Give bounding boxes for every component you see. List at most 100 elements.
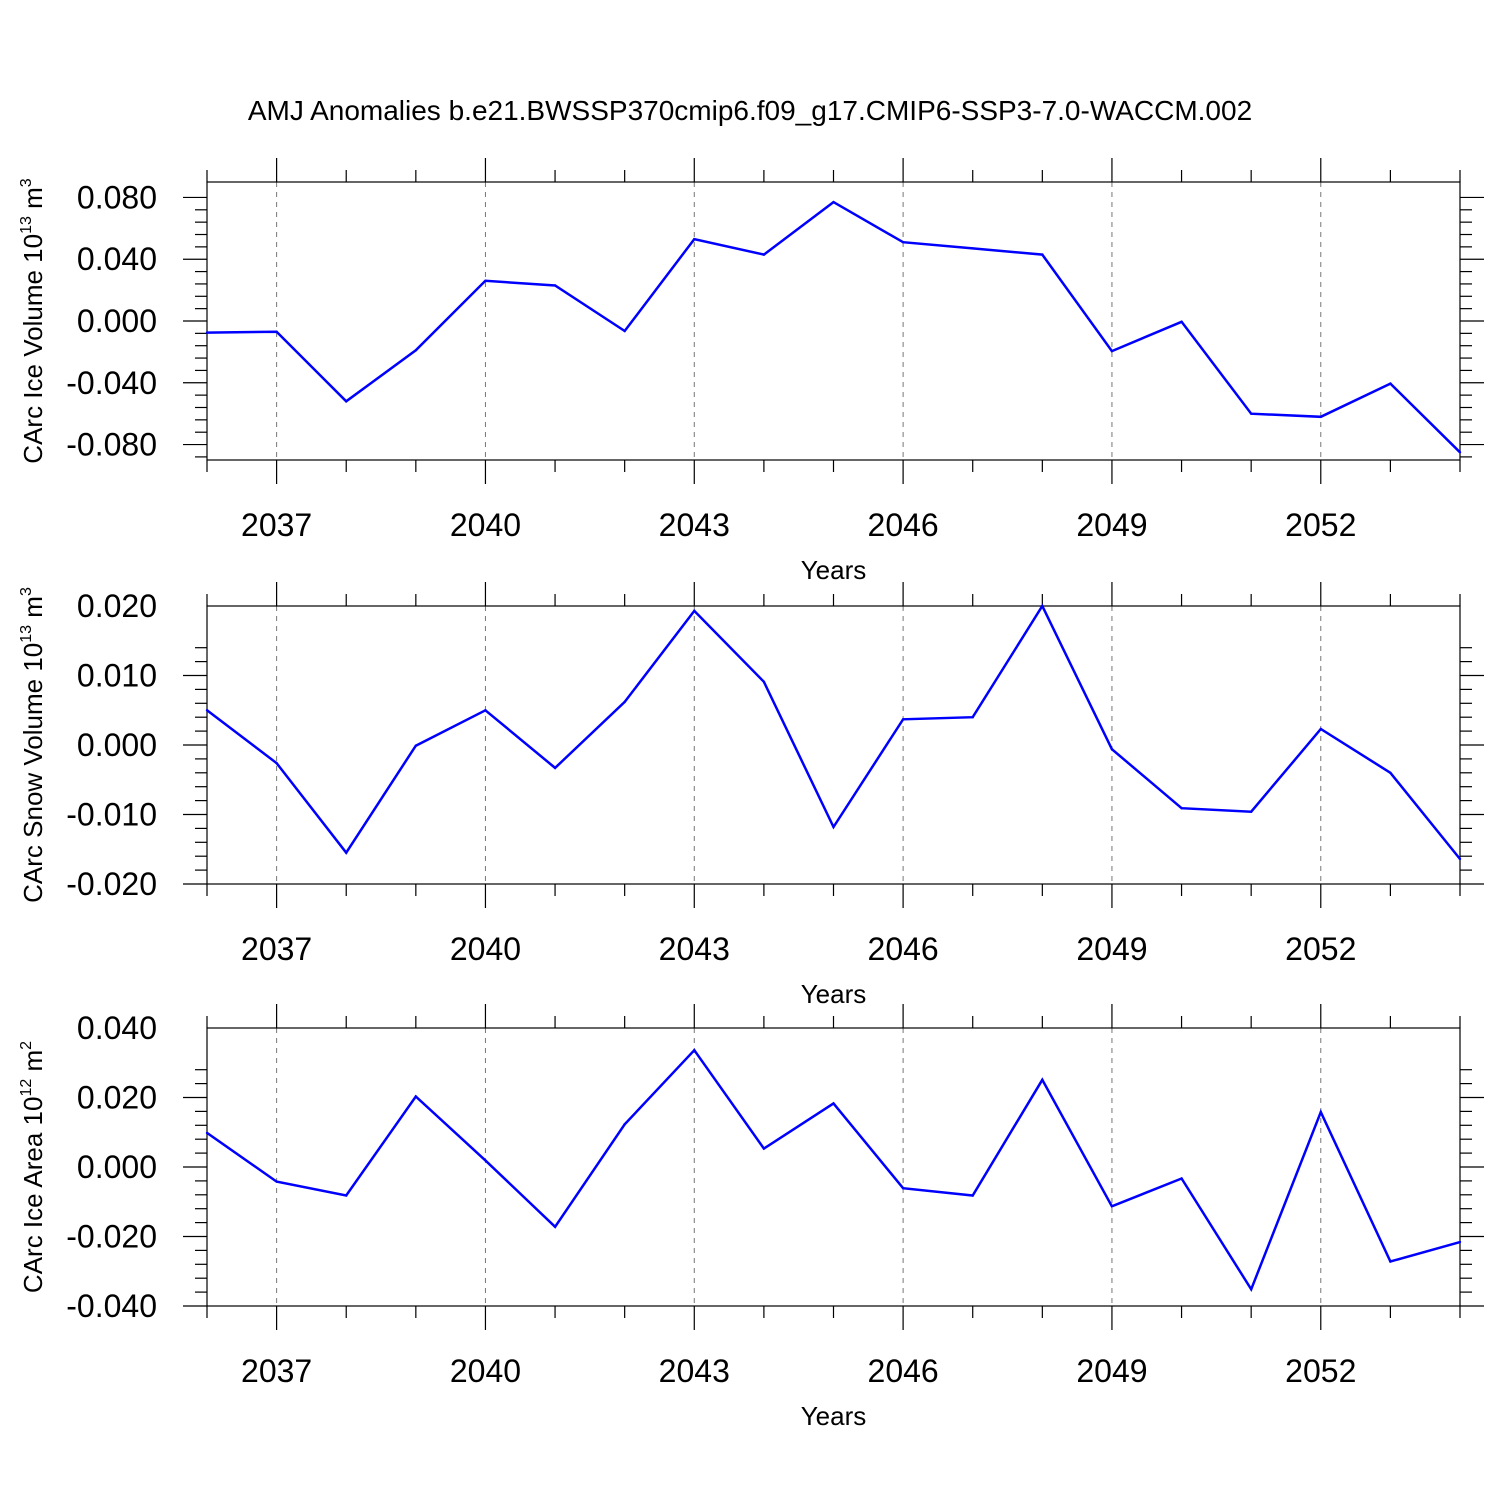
data-point bbox=[275, 761, 278, 765]
y-tick-label: 0.080 bbox=[77, 179, 157, 215]
y-tick-label: -0.080 bbox=[66, 427, 157, 463]
data-point bbox=[971, 1194, 974, 1197]
y-tick-label: 0.000 bbox=[77, 303, 157, 339]
data-point bbox=[623, 1123, 626, 1126]
y-tick-label: 0.000 bbox=[77, 727, 157, 763]
data-point bbox=[1319, 1110, 1322, 1114]
series-line bbox=[206, 603, 1461, 860]
figure-title: AMJ Anomalies b.e21.BWSSP370cmip6.f09_g1… bbox=[248, 95, 1252, 126]
data-point bbox=[623, 700, 626, 704]
data-point bbox=[1041, 253, 1044, 256]
x-tick-label: 2046 bbox=[868, 931, 939, 967]
y-tick-label: 0.040 bbox=[77, 1010, 157, 1046]
x-axis-label: Years bbox=[801, 1401, 867, 1431]
data-point bbox=[553, 1225, 557, 1228]
x-axis-label: Years bbox=[801, 979, 867, 1009]
data-point bbox=[275, 330, 278, 334]
data-point bbox=[205, 331, 209, 334]
data-point bbox=[414, 1095, 418, 1098]
data-point bbox=[553, 284, 557, 287]
x-tick-label: 2052 bbox=[1285, 507, 1356, 543]
chart-panel-3: -0.040 -0.020 0.000 0.020 0.040 2037 2040 2043 2… bbox=[18, 1004, 1484, 1431]
x-tick-label: 2037 bbox=[241, 931, 312, 967]
data-point bbox=[1249, 810, 1253, 813]
y-tick-label: 0.040 bbox=[77, 241, 157, 277]
chart-panel-2: -0.020 -0.010 0.000 0.010 0.020 2037 2040 2043 2… bbox=[18, 582, 1484, 1009]
data-point bbox=[414, 744, 418, 747]
plot-frame bbox=[206, 605, 1461, 885]
data-point bbox=[1180, 807, 1183, 810]
x-tick-label: 2037 bbox=[241, 1353, 312, 1389]
y-tick-label: 0.020 bbox=[77, 1080, 157, 1116]
series-line bbox=[206, 200, 1461, 454]
x-tick-label: 2043 bbox=[659, 1353, 730, 1389]
data-point bbox=[1110, 349, 1114, 353]
y-tick-label: -0.040 bbox=[66, 365, 157, 401]
data-point bbox=[1041, 604, 1044, 608]
data-point bbox=[1458, 857, 1462, 861]
data-point bbox=[901, 241, 905, 244]
data-point bbox=[1389, 1260, 1392, 1263]
y-tick-label: 0.020 bbox=[77, 588, 157, 624]
data-point bbox=[762, 1147, 766, 1150]
x-tick-label: 2040 bbox=[450, 507, 521, 543]
x-axis-label: Years bbox=[801, 555, 867, 585]
y-tick-label: 0.000 bbox=[77, 1149, 157, 1185]
chart-panel-1: -0.080 -0.040 0.000 0.040 0.080 2037 2040 2043 2… bbox=[18, 158, 1484, 585]
y-tick-label: -0.040 bbox=[66, 1288, 157, 1324]
x-tick-label: 2049 bbox=[1076, 1353, 1147, 1389]
data-point bbox=[205, 1131, 209, 1135]
data-point bbox=[693, 609, 696, 613]
plot-frame bbox=[206, 181, 1461, 461]
data-point bbox=[484, 709, 487, 712]
data-point bbox=[484, 279, 487, 283]
data-point bbox=[1319, 727, 1322, 731]
data-point bbox=[971, 716, 974, 719]
data-point bbox=[901, 1186, 905, 1190]
data-point bbox=[553, 766, 557, 770]
y-tick-label: -0.020 bbox=[66, 866, 157, 902]
y-tick-label: -0.020 bbox=[66, 1219, 157, 1255]
data-point bbox=[345, 1194, 348, 1197]
plot-frame bbox=[206, 1027, 1461, 1307]
y-axis-label: CArc Snow Volume 1013 m3 bbox=[18, 587, 48, 903]
x-tick-label: 2043 bbox=[659, 931, 730, 967]
data-point bbox=[1180, 1177, 1183, 1180]
data-point bbox=[345, 851, 348, 854]
data-point bbox=[1249, 1288, 1253, 1291]
data-point bbox=[1389, 771, 1392, 774]
y-tick-label: 0.010 bbox=[77, 658, 157, 694]
data-point bbox=[832, 1102, 835, 1105]
x-tick-label: 2052 bbox=[1285, 1353, 1356, 1389]
series-line bbox=[206, 1048, 1461, 1293]
data-point bbox=[345, 400, 348, 403]
data-point bbox=[901, 718, 905, 721]
data-point bbox=[971, 247, 974, 250]
data-point bbox=[762, 680, 766, 683]
data-point bbox=[832, 825, 835, 829]
x-tick-label: 2046 bbox=[868, 1353, 939, 1389]
x-tick-label: 2037 bbox=[241, 507, 312, 543]
x-tick-label: 2040 bbox=[450, 1353, 521, 1389]
x-tick-label: 2040 bbox=[450, 931, 521, 967]
y-axis-label: CArc Ice Volume 1013 m3 bbox=[18, 178, 48, 463]
data-point bbox=[693, 237, 696, 241]
y-tick-label: -0.010 bbox=[66, 797, 157, 833]
data-point bbox=[1249, 412, 1253, 415]
data-point bbox=[1110, 1205, 1114, 1208]
data-point bbox=[484, 1159, 487, 1162]
data-point bbox=[1180, 320, 1183, 323]
data-point bbox=[1458, 451, 1462, 454]
data-point bbox=[1319, 415, 1322, 418]
data-point bbox=[1458, 1240, 1462, 1244]
data-point bbox=[414, 349, 418, 352]
data-point bbox=[1041, 1078, 1044, 1081]
x-tick-label: 2049 bbox=[1076, 931, 1147, 967]
data-point bbox=[1110, 747, 1114, 751]
y-axis-label: CArc Ice Area 1012 m2 bbox=[18, 1041, 48, 1293]
data-point bbox=[762, 253, 766, 256]
data-point bbox=[1389, 382, 1392, 385]
data-point bbox=[275, 1180, 278, 1183]
data-point bbox=[693, 1049, 696, 1052]
